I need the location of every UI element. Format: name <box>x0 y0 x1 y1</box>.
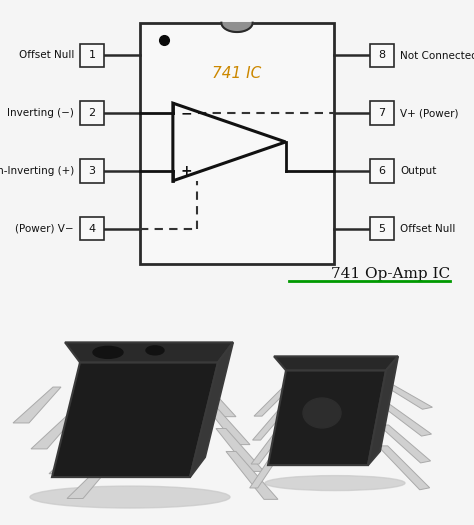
FancyBboxPatch shape <box>140 23 334 264</box>
Polygon shape <box>274 356 398 370</box>
Polygon shape <box>380 404 431 436</box>
FancyBboxPatch shape <box>80 217 104 240</box>
Text: +: + <box>180 164 192 178</box>
Text: Output: Output <box>400 166 437 176</box>
Text: −: − <box>180 106 192 120</box>
Polygon shape <box>368 356 398 465</box>
Polygon shape <box>52 362 218 477</box>
Ellipse shape <box>30 486 230 508</box>
Polygon shape <box>196 384 236 417</box>
Polygon shape <box>13 387 61 423</box>
Polygon shape <box>221 23 253 32</box>
Polygon shape <box>190 342 233 477</box>
Polygon shape <box>206 407 250 445</box>
FancyBboxPatch shape <box>80 101 104 124</box>
Text: Offset Null: Offset Null <box>400 224 456 234</box>
Text: 741 Op-Amp IC: 741 Op-Amp IC <box>331 267 450 281</box>
Text: 7: 7 <box>378 108 386 118</box>
Text: Offset Null: Offset Null <box>18 50 74 60</box>
FancyBboxPatch shape <box>370 217 394 240</box>
Polygon shape <box>250 443 288 488</box>
Text: (Power) V−: (Power) V− <box>15 224 74 234</box>
Polygon shape <box>381 383 432 410</box>
Text: 5: 5 <box>379 224 385 234</box>
Polygon shape <box>31 410 81 449</box>
Polygon shape <box>268 370 386 465</box>
Text: 1: 1 <box>89 50 95 60</box>
Polygon shape <box>67 454 121 499</box>
Text: 3: 3 <box>89 166 95 176</box>
Text: 2: 2 <box>88 108 96 118</box>
Text: 741 IC: 741 IC <box>212 66 262 81</box>
Polygon shape <box>216 428 264 471</box>
Ellipse shape <box>93 346 123 359</box>
Ellipse shape <box>265 476 405 490</box>
Polygon shape <box>49 432 101 474</box>
Polygon shape <box>251 424 289 464</box>
FancyBboxPatch shape <box>370 44 394 67</box>
Polygon shape <box>226 452 278 499</box>
FancyBboxPatch shape <box>80 44 104 67</box>
Text: 6: 6 <box>379 166 385 176</box>
Text: Non-Inverting (+): Non-Inverting (+) <box>0 166 74 176</box>
Text: 8: 8 <box>378 50 386 60</box>
FancyBboxPatch shape <box>370 159 394 183</box>
Polygon shape <box>379 425 430 463</box>
Text: V+ (Power): V+ (Power) <box>400 108 458 118</box>
Polygon shape <box>253 405 291 440</box>
Polygon shape <box>378 446 430 490</box>
Ellipse shape <box>146 346 164 355</box>
Text: 4: 4 <box>88 224 96 234</box>
FancyBboxPatch shape <box>370 101 394 124</box>
Ellipse shape <box>303 398 341 428</box>
Text: Not Connected (NC): Not Connected (NC) <box>400 50 474 60</box>
FancyBboxPatch shape <box>80 159 104 183</box>
Text: Inverting (−): Inverting (−) <box>7 108 74 118</box>
Polygon shape <box>254 386 292 416</box>
Polygon shape <box>65 342 233 362</box>
